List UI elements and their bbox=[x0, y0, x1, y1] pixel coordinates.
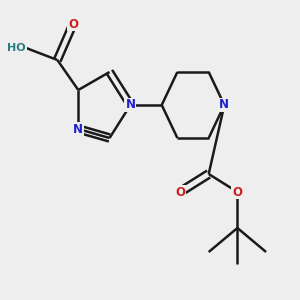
Text: O: O bbox=[175, 185, 185, 199]
Text: HO: HO bbox=[8, 43, 26, 53]
Text: O: O bbox=[232, 185, 242, 199]
Text: N: N bbox=[219, 98, 229, 112]
Text: N: N bbox=[125, 98, 135, 112]
Text: N: N bbox=[73, 122, 83, 136]
Text: O: O bbox=[68, 17, 78, 31]
